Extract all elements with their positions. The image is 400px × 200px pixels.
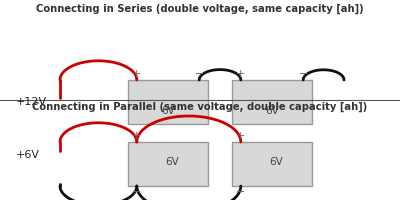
Text: 6V: 6V [265, 106, 279, 116]
Text: 6V: 6V [165, 157, 179, 167]
Text: +: + [132, 69, 142, 79]
Text: +: + [236, 131, 246, 141]
Text: −: − [194, 69, 204, 79]
Bar [232, 80, 312, 124]
Text: −: − [132, 187, 142, 197]
Bar [128, 142, 208, 186]
Text: 6V: 6V [269, 157, 283, 167]
Text: +6V: +6V [16, 150, 40, 160]
Text: Connecting in Parallel (same voltage, double capacity [ah]): Connecting in Parallel (same voltage, do… [32, 102, 368, 112]
Text: +12V: +12V [16, 97, 47, 107]
Text: +: + [132, 131, 142, 141]
Text: −: − [236, 187, 246, 197]
Bar [232, 142, 312, 186]
Text: −: − [298, 69, 308, 79]
Bar [128, 80, 208, 124]
Text: Connecting in Series (double voltage, same capacity [ah]): Connecting in Series (double voltage, sa… [36, 4, 364, 14]
Text: 6V: 6V [161, 106, 175, 116]
Text: +: + [236, 69, 246, 79]
